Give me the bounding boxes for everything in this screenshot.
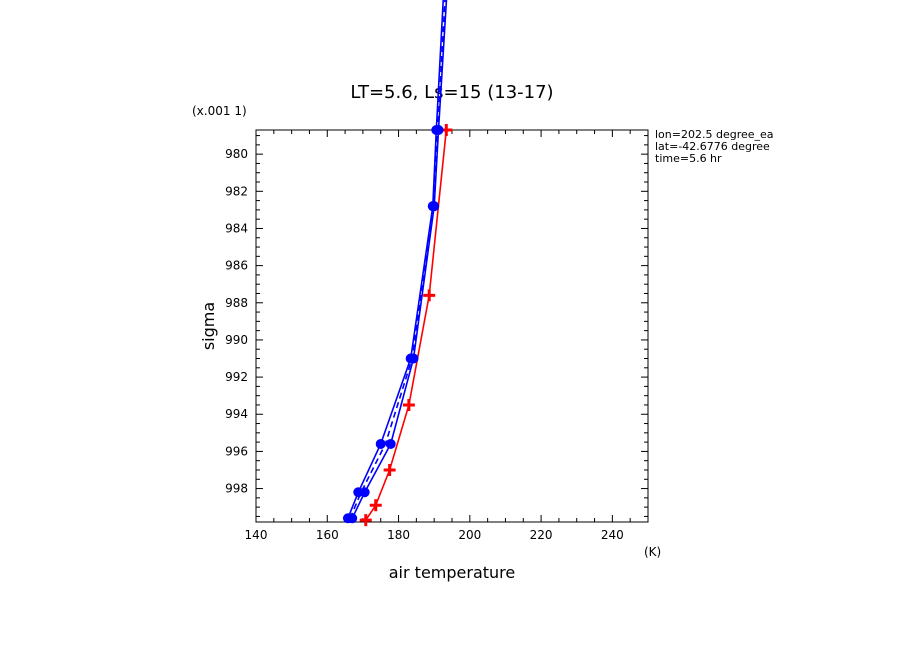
data-point <box>359 487 370 498</box>
x-unit-label: (K) <box>644 545 661 559</box>
x-tick-label: 220 <box>530 528 553 542</box>
axes: 140 160 180 200 220 240 980 982 984 986 988 990 992 9… <box>225 129 649 542</box>
data-point <box>423 289 436 302</box>
y-tick-label: 996 <box>225 444 248 458</box>
x-tick-label: 240 <box>601 528 624 542</box>
x-tick-label: 200 <box>458 528 481 542</box>
annotation-line: lon=202.5 degree_ea <box>655 128 774 141</box>
data-point <box>359 514 372 527</box>
x-axis-label: air temperature <box>389 563 515 582</box>
y-tick-label: 986 <box>225 259 248 273</box>
chart-title: LT=5.6, Ls=15 (13-17) <box>350 82 553 103</box>
x-tick-label: 180 <box>387 528 410 542</box>
series-line <box>365 129 448 521</box>
series-line <box>347 0 445 519</box>
data-point <box>347 513 358 524</box>
data-point <box>402 398 415 411</box>
annotation-line: lat=-42.6776 degree <box>655 140 770 153</box>
y-tick-label: 980 <box>225 147 248 161</box>
y-tick-label: 982 <box>225 184 248 198</box>
y-tick-label: 992 <box>225 370 248 384</box>
y-tick-label: 994 <box>225 407 248 421</box>
x-tick-label: 160 <box>316 528 339 542</box>
data-point <box>369 499 382 512</box>
data-point <box>408 353 419 364</box>
x-tick-label: 140 <box>245 528 268 542</box>
series-line <box>349 0 446 519</box>
data-point <box>385 438 396 449</box>
series-1 <box>359 124 453 527</box>
plot-frame <box>255 129 649 523</box>
y-axis-label: sigma <box>199 302 218 350</box>
y-tick-label: 984 <box>225 221 248 235</box>
y-scale-label: (x.001 1) <box>192 104 247 118</box>
series-line <box>351 0 448 519</box>
y-tick-label: 988 <box>225 296 248 310</box>
annotation-line: time=5.6 hr <box>655 152 722 165</box>
data-point <box>375 438 386 449</box>
y-tick-label: 990 <box>225 333 248 347</box>
series-4 <box>349 0 446 519</box>
data-point <box>383 463 396 476</box>
series-layer <box>342 0 453 527</box>
y-tick-label: 998 <box>225 482 248 496</box>
